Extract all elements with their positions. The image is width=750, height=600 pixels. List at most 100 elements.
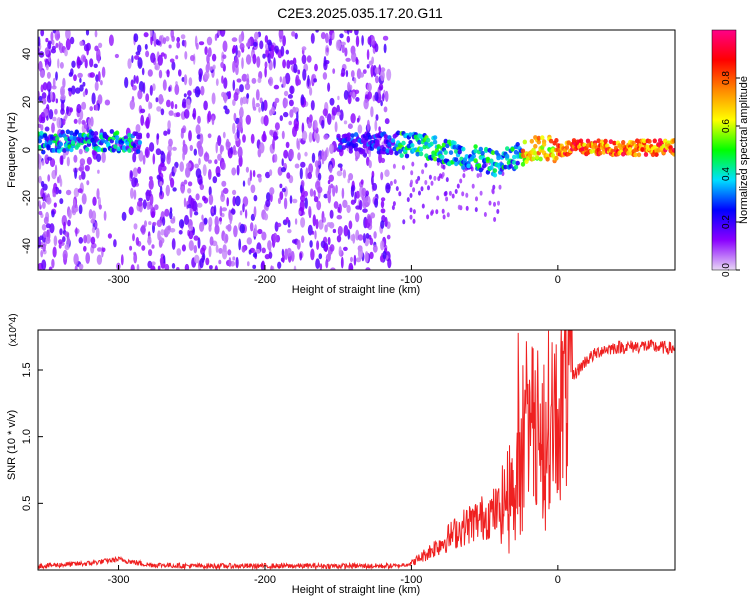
spectrogram-cell [411,161,415,167]
spectrogram-cell [327,180,331,185]
spectrogram-cell [74,167,78,179]
spectrogram-cell [66,156,70,167]
spectrogram-cell [40,250,44,258]
spectrogram-cell [299,184,303,194]
spectrogram-cell [62,152,66,160]
spectrogram-cell [337,95,340,101]
spectrogram-cell [176,248,182,256]
spectrogram-cell [399,153,404,159]
spectrogram-cell [140,114,145,126]
spectrogram-cell [39,134,44,140]
spectrogram-cell [515,142,520,147]
spectrogram-cell [187,204,192,209]
spectrogram-cell [85,234,92,244]
spectrogram-cell [157,265,161,270]
spectrogram-cell [137,200,143,207]
spectrogram-cell [269,109,273,116]
spectrogram-cell [496,155,501,161]
spectrogram-cell [65,30,71,40]
spectrogram-cell [443,191,447,197]
spectrogram-cell [332,32,335,40]
spectrogram-cell [78,263,84,270]
spectrogram-cell [174,84,180,96]
y-tick-label: 0 [21,147,33,153]
spectrogram-cell [50,48,57,54]
spectrogram-cell [327,113,332,125]
spectrogram-cell [250,213,255,221]
spectrogram-cell [355,56,359,65]
spectrogram-cell [64,231,70,237]
spectrogram-cell [38,60,43,72]
spectrogram-cell [438,173,442,179]
spectrogram-cell [241,73,248,82]
spectrogram-cell [63,136,69,142]
spectrogram-cell [163,130,168,136]
spectrogram-cell [56,117,62,129]
spectrogram-cell [219,30,226,37]
spectrogram-cell [78,117,82,125]
y-tick-label: -40 [21,238,33,254]
spectrogram-cell [149,85,153,96]
spectrogram-cell [129,245,133,251]
spectrogram-cell [347,81,351,92]
spectrogram-cell [269,169,273,177]
spectrogram-cell [206,36,213,46]
spectrogram-cell [482,163,487,169]
spectrogram-cell [69,107,73,113]
spectrogram-cell [307,74,310,87]
spectrogram-cell [51,258,55,269]
spectrogram-cell [362,140,367,146]
spectrogram-cell [151,244,155,249]
spectrogram-cell [287,229,292,234]
spectrogram-cell [166,99,171,108]
spectrogram-cell [374,67,380,75]
spectrogram-cell [438,150,443,156]
spectrogram-cell [281,130,285,140]
spectrogram-cell [354,191,357,204]
spectrogram-cell [278,30,284,40]
spectrogram-cell [123,135,129,141]
spectrogram-cell [338,226,343,235]
spectrogram-cell [261,231,267,241]
spectrogram-cell [71,60,76,68]
spectrogram-cell [366,64,370,69]
spectrogram-cell [327,82,331,92]
spectrogram-cell [52,116,57,122]
spectrogram-cell [41,160,45,166]
spectrogram-cell [41,92,47,100]
colorbar-tick-label: 0.2 [721,215,732,229]
spectrogram-cell [239,223,245,234]
spectrogram-cell [38,159,42,170]
spectrogram-cell [265,171,271,179]
spectrogram-cell [59,198,64,205]
spectrogram-cell [222,131,226,139]
spectrogram-cell [58,141,63,147]
spectrogram-cell [406,197,410,203]
spectrogram-cell [348,220,353,230]
spectrogram-cell [492,172,498,178]
spectrogram-cell [162,79,167,91]
spectrogram-cell [169,228,176,233]
spectrogram-cell [130,264,135,270]
spectrogram-cell [232,122,236,135]
spectrogram-cell [452,144,457,150]
spectrogram-cell [431,209,434,215]
spectrogram-cell [48,109,54,120]
spectrogram-cell [536,135,541,141]
spectrogram-cell [318,219,324,230]
spectrogram-cell [83,44,89,52]
spectrogram-cell [211,115,215,126]
spectrogram-cell [65,129,71,135]
spectrogram-cell [434,148,440,153]
spectrogram-cell [538,156,543,162]
spectrogram-cell [203,152,210,162]
spectrogram-cell [129,99,135,110]
spectrogram-cell [38,95,43,102]
spectrogram-cell [261,260,266,270]
spectrogram-cell [104,99,111,106]
spectrogram-cell [424,180,428,185]
x-tick-label: -100 [400,574,422,586]
spectrogram-cell [353,142,359,148]
spectrogram-cell [137,57,143,69]
spectrogram-cell [341,187,345,199]
